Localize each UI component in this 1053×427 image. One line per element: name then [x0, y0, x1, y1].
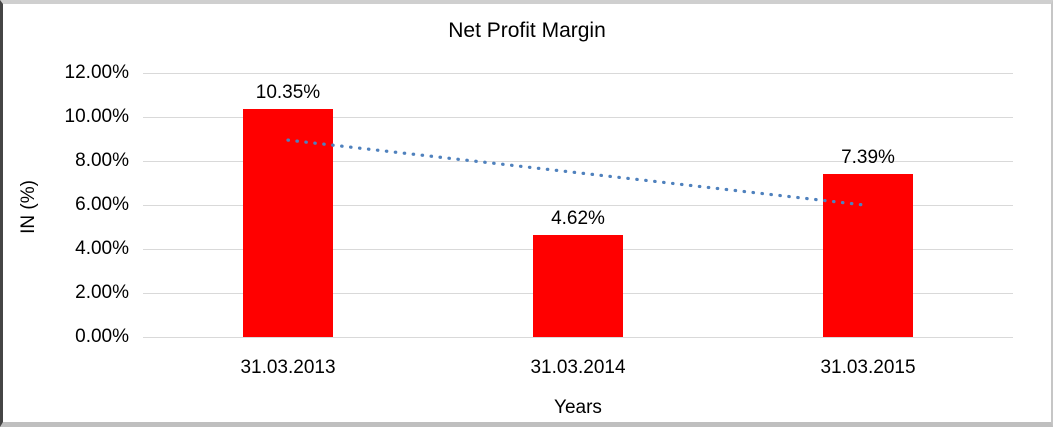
y-axis-title: IN (%) — [18, 180, 39, 234]
bar-31.03.2013 — [243, 109, 333, 337]
plot-area: 0.00% 2.00% 4.00% 6.00% 8.00% 10.00% 12.00% 10.… — [65, 62, 1013, 378]
bar-value-label: 4.62% — [551, 208, 605, 230]
bar-31.03.2014 — [533, 235, 623, 337]
y-axis-tick-label: 0.00% — [75, 326, 129, 347]
bar-31.03.2015 — [823, 174, 913, 337]
y-axis-tick-label: 8.00% — [75, 150, 129, 171]
y-axis-tick-label: 4.00% — [75, 238, 129, 259]
x-axis-title: Years — [554, 397, 602, 418]
bar-value-label: 10.35% — [255, 82, 321, 104]
y-axis-tick-label: 2.00% — [75, 282, 129, 303]
bar-value-label: 7.39% — [841, 147, 895, 169]
x-axis-tick-label: 31.03.2014 — [530, 357, 626, 378]
x-axis-tick-label: 31.03.2015 — [820, 357, 916, 378]
y-axis-tick-label: 10.00% — [64, 106, 129, 127]
y-axis-tick-label: 12.00% — [64, 62, 129, 83]
gridline — [143, 117, 1013, 118]
gridline — [143, 337, 1013, 338]
x-axis-tick-label: 31.03.2013 — [240, 357, 336, 378]
chart-title: Net Profit Margin — [448, 19, 606, 42]
gridline — [143, 73, 1013, 74]
y-axis-tick-label: 6.00% — [75, 194, 129, 215]
